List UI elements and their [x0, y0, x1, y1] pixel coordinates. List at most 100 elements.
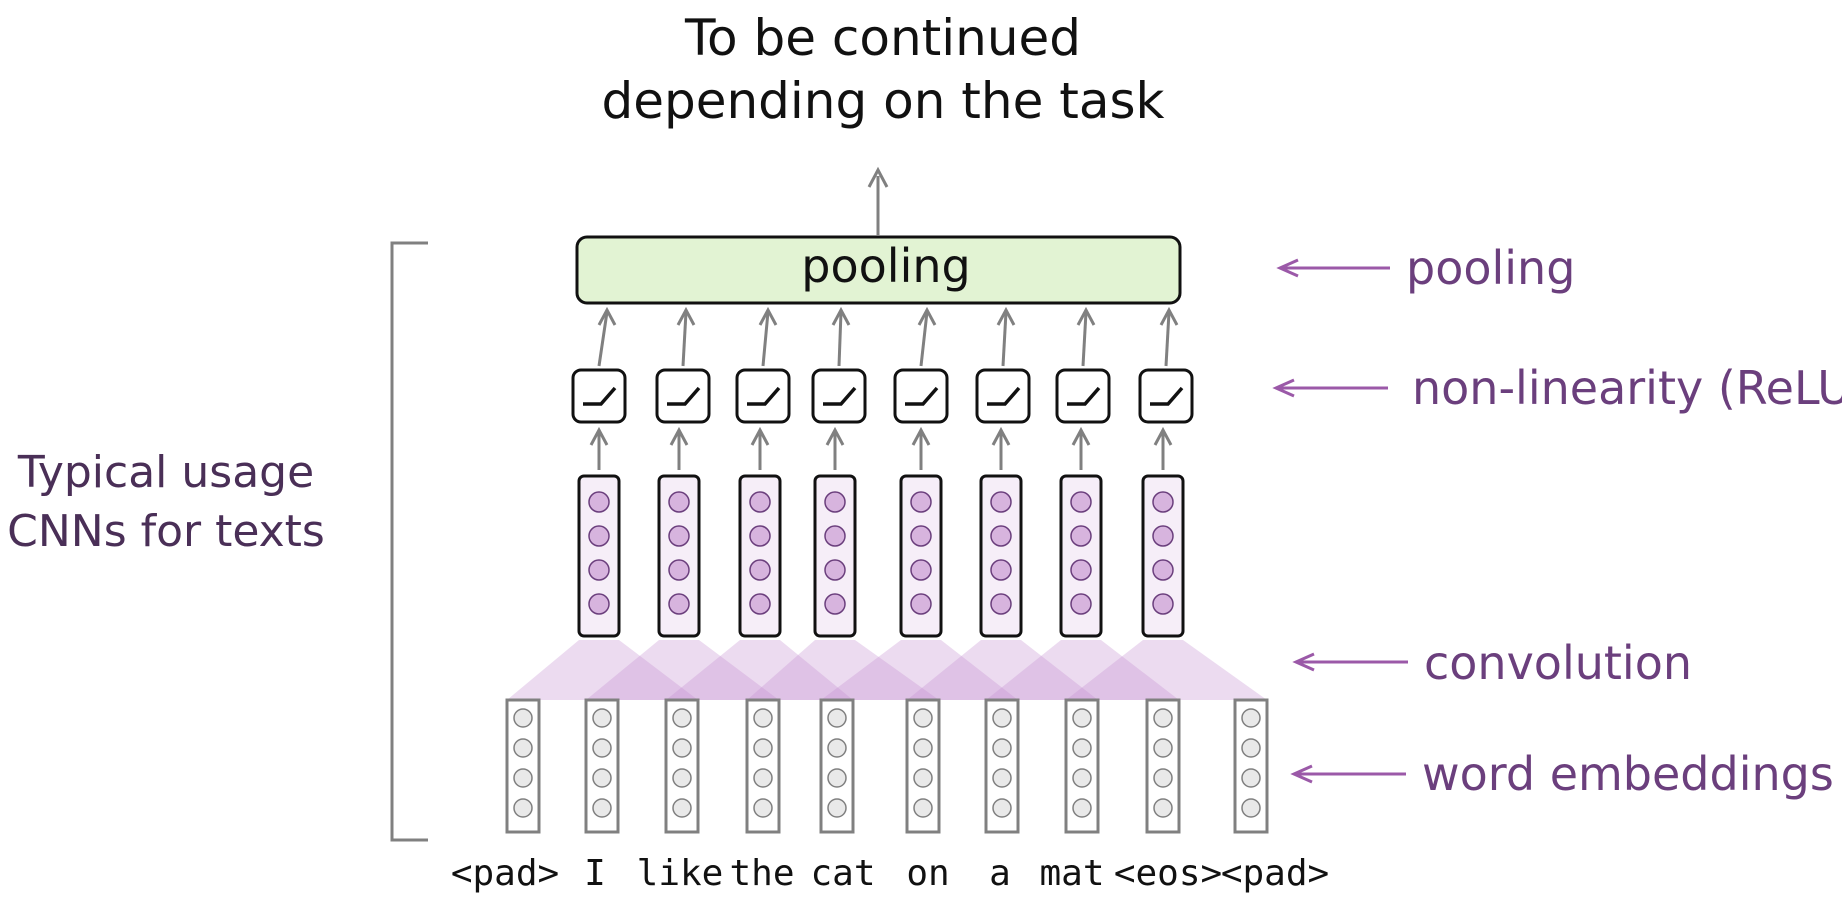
embedding-unit [592, 738, 612, 758]
embedding-unit [1072, 738, 1092, 758]
conv-unit [749, 593, 771, 615]
token-label: the [729, 853, 794, 894]
grouping-bracket [390, 241, 428, 842]
embedding-unit [592, 768, 612, 788]
conv-output-box [979, 474, 1023, 638]
label-convolution-group: convolution [1292, 636, 1692, 690]
label-nonlinearity-arrow-head [1272, 378, 1295, 398]
embedding-unit [1072, 708, 1092, 728]
conv-output-box [738, 474, 782, 638]
conv-unit [1070, 491, 1092, 513]
conv-to-relu-arrow [1153, 426, 1173, 470]
convolution-window [907, 640, 1098, 700]
relu-box [975, 368, 1031, 424]
embedding-unit [513, 798, 533, 818]
embedding-unit [913, 768, 933, 788]
side-label-line-1: Typical usage [17, 447, 314, 498]
embedding-unit [1153, 768, 1173, 788]
embedding-unit [513, 738, 533, 758]
convolution-windows [507, 640, 1267, 700]
relu-to-pool-arrow [1076, 306, 1096, 367]
pooling-box [575, 235, 1182, 305]
label-convolution-arrow-head [1292, 652, 1315, 672]
conv-unit [910, 525, 932, 547]
conv-unit [1152, 593, 1174, 615]
relu-box [735, 368, 791, 424]
relu-to-pool-arrow-shaft [1081, 311, 1088, 367]
conv-to-relu-arrow-head [991, 426, 1011, 446]
relu-to-pool-arrow-shaft [1001, 311, 1008, 367]
output-arrow-head [867, 166, 889, 188]
conv-unit [668, 559, 690, 581]
conv-to-relu-arrow [669, 426, 689, 470]
embedding-unit [513, 768, 533, 788]
relu-to-pool-arrow [917, 306, 937, 367]
relu-frame [975, 368, 1031, 424]
embedding-unit [753, 738, 773, 758]
conv-output-vector [738, 474, 782, 638]
embedding-unit [672, 798, 692, 818]
embedding-unit [992, 708, 1012, 728]
relu-to-pool-arrow-head [676, 306, 696, 326]
relu-icon [747, 386, 781, 406]
token-label: I [584, 853, 606, 894]
token-label: like [637, 853, 724, 894]
embedding-unit [1241, 708, 1261, 728]
token-label: on [906, 853, 949, 894]
conv-output-vector [813, 474, 857, 638]
token-label: <pad> [451, 853, 559, 894]
conv-unit [1070, 559, 1092, 581]
conv-unit [1152, 525, 1174, 547]
token-label: <eos> [1114, 853, 1222, 894]
conv-output-vector [979, 474, 1023, 638]
word-embeddings-layer [505, 698, 1269, 834]
relu-to-pool-arrow-head [996, 306, 1016, 326]
convolution-window [821, 640, 1018, 700]
conv-unit [1152, 491, 1174, 513]
title-line-1: To be continued [684, 9, 1081, 67]
conv-to-relu-arrow [1071, 426, 1091, 470]
conv-to-relu-arrow [589, 426, 609, 470]
embedding-unit [827, 798, 847, 818]
embedding-unit [1153, 738, 1173, 758]
relu-frame [1055, 368, 1111, 424]
embedding-unit [827, 738, 847, 758]
convolution-window [586, 640, 779, 700]
relu-to-pool-arrow-shaft [597, 311, 609, 367]
conv-output-vector [1141, 474, 1185, 638]
conv-to-relu-arrow [991, 426, 1011, 470]
conv-to-relu-arrow-head [750, 426, 770, 446]
relu-to-pool-arrow-head [917, 306, 937, 326]
embedding-vector [745, 698, 781, 834]
label-convolution: convolution [1424, 636, 1692, 690]
conv-unit [668, 593, 690, 615]
relu-frame [735, 368, 791, 424]
embedding-unit [672, 768, 692, 788]
conv-unit [668, 525, 690, 547]
relu-icon [667, 386, 701, 406]
pooling-box-label: pooling [801, 239, 970, 293]
conv-unit [824, 593, 846, 615]
conv-to-relu-arrow [911, 426, 931, 470]
embedding-unit [592, 708, 612, 728]
conv-output-box [577, 474, 621, 638]
embedding-vector [664, 698, 700, 834]
token-labels: <pad> I like the cat on a mat <eos> <pad… [451, 853, 1329, 894]
relu-frame [655, 368, 711, 424]
relu-frame [811, 368, 867, 424]
embedding-vector [505, 698, 541, 834]
embedding-unit [753, 798, 773, 818]
conv-output-box [1059, 474, 1103, 638]
label-nonlinearity: non-linearity (ReLU) [1412, 361, 1842, 415]
relu-icon [987, 386, 1021, 406]
relu-icon [1150, 386, 1184, 406]
relu-to-pool-arrow [597, 306, 617, 367]
conv-unit [588, 491, 610, 513]
conv-unit [910, 491, 932, 513]
conv-output-box [813, 474, 857, 638]
token-label: a [989, 853, 1011, 894]
conv-unit [749, 491, 771, 513]
conv-to-relu-arrow [750, 426, 770, 470]
relu-layer [571, 368, 1194, 424]
conv-output-vector [657, 474, 701, 638]
